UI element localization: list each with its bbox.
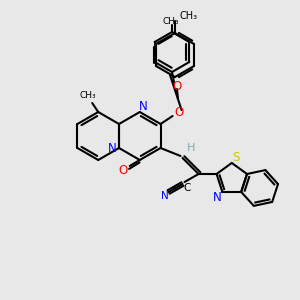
Text: N: N (138, 100, 147, 113)
Text: N: N (108, 142, 116, 154)
Text: CH₃: CH₃ (179, 11, 197, 21)
Text: H: H (186, 143, 195, 153)
Text: CH₃: CH₃ (80, 91, 97, 100)
Text: C: C (183, 183, 190, 193)
Text: O: O (172, 80, 182, 94)
Text: O: O (118, 164, 128, 178)
Text: N: N (161, 191, 168, 201)
Text: S: S (232, 152, 239, 164)
Text: O: O (174, 106, 183, 118)
Text: N: N (213, 191, 222, 204)
Text: CH₃: CH₃ (163, 17, 179, 26)
